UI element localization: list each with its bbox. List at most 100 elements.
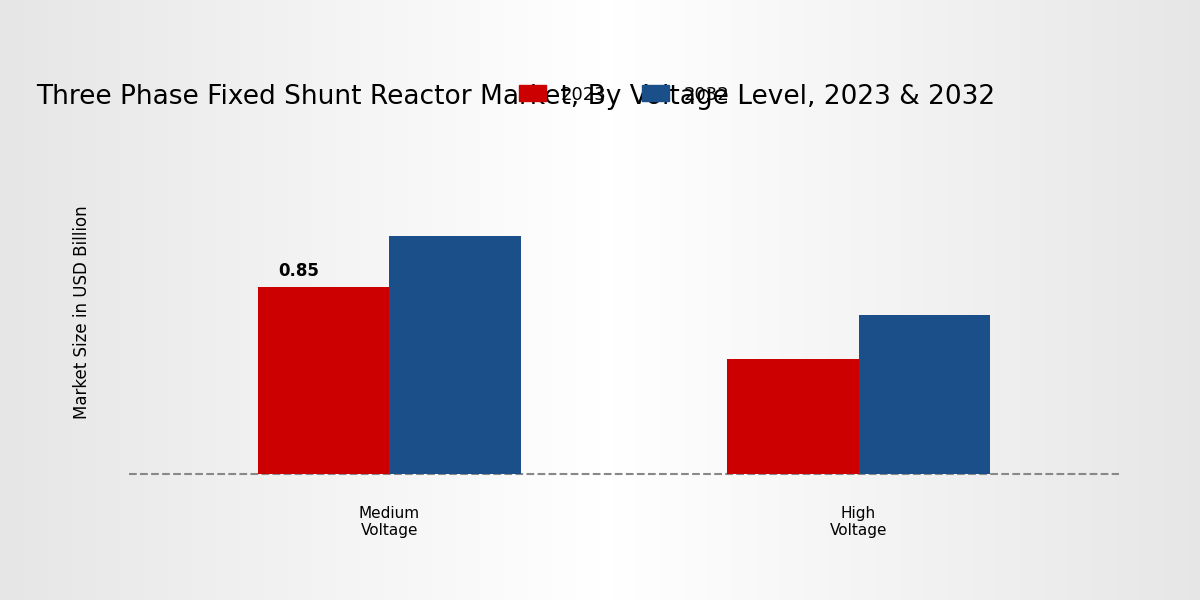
Bar — [96, 0, 108, 600]
Bar — [48, 0, 60, 600]
Bar — [984, 0, 996, 600]
Bar — [864, 0, 876, 600]
Bar — [420, 0, 432, 600]
Bar — [756, 0, 768, 600]
Bar — [828, 0, 840, 600]
Bar — [24, 0, 36, 600]
Bar — [1044, 0, 1056, 600]
Bar — [960, 0, 972, 600]
Bar — [672, 0, 684, 600]
Bar — [858, 316, 990, 475]
Bar — [936, 0, 948, 600]
Bar — [132, 0, 144, 600]
Bar — [948, 0, 960, 600]
Bar — [228, 0, 240, 600]
Bar — [432, 0, 444, 600]
Bar — [792, 0, 804, 600]
Bar — [1080, 0, 1092, 600]
Bar — [60, 0, 72, 600]
Bar — [396, 0, 408, 600]
Bar — [276, 0, 288, 600]
Bar — [540, 0, 552, 600]
Bar — [972, 0, 984, 600]
Bar — [576, 0, 588, 600]
Bar — [1176, 0, 1188, 600]
Text: 0.85: 0.85 — [278, 262, 319, 280]
Bar — [720, 0, 732, 600]
Bar — [336, 0, 348, 600]
Bar — [444, 0, 456, 600]
Bar — [1008, 0, 1020, 600]
Bar — [1188, 0, 1200, 600]
Bar — [1032, 0, 1044, 600]
Bar — [1056, 0, 1068, 600]
Bar — [312, 0, 324, 600]
Bar — [636, 0, 648, 600]
Bar — [588, 0, 600, 600]
Bar — [624, 0, 636, 600]
Bar — [708, 0, 720, 600]
Bar — [408, 0, 420, 600]
Bar — [168, 0, 180, 600]
Bar — [240, 0, 252, 600]
Bar — [1116, 0, 1128, 600]
Bar — [516, 0, 528, 600]
Bar — [372, 0, 384, 600]
Bar — [0, 0, 12, 600]
Bar — [996, 0, 1008, 600]
Bar — [390, 236, 521, 475]
Bar — [684, 0, 696, 600]
Bar — [180, 0, 192, 600]
Bar — [552, 0, 564, 600]
Bar — [1140, 0, 1152, 600]
Bar — [660, 0, 672, 600]
Bar — [36, 0, 48, 600]
Bar — [852, 0, 864, 600]
Bar — [264, 0, 276, 600]
Bar — [804, 0, 816, 600]
Bar — [564, 0, 576, 600]
Bar — [876, 0, 888, 600]
Bar — [696, 0, 708, 600]
Bar — [204, 0, 216, 600]
Bar — [192, 0, 204, 600]
Bar — [1152, 0, 1164, 600]
Bar — [1092, 0, 1104, 600]
Bar — [612, 0, 624, 600]
Bar — [744, 0, 756, 600]
Bar — [768, 0, 780, 600]
Bar — [648, 0, 660, 600]
Bar — [12, 0, 24, 600]
Bar — [144, 0, 156, 600]
Bar — [468, 0, 480, 600]
Bar — [888, 0, 900, 600]
Legend: 2023, 2032: 2023, 2032 — [510, 76, 738, 113]
Bar — [840, 0, 852, 600]
Bar — [216, 0, 228, 600]
Bar — [1020, 0, 1032, 600]
Bar — [252, 0, 264, 600]
Bar — [600, 0, 612, 600]
Bar — [480, 0, 492, 600]
Bar — [780, 0, 792, 600]
Bar — [324, 0, 336, 600]
Text: Three Phase Fixed Shunt Reactor Market, By Voltage Level, 2023 & 2032: Three Phase Fixed Shunt Reactor Market, … — [36, 84, 995, 110]
Bar — [456, 0, 468, 600]
Bar — [1128, 0, 1140, 600]
Bar — [156, 0, 168, 600]
Bar — [348, 0, 360, 600]
Bar — [72, 0, 84, 600]
Bar — [108, 0, 120, 600]
Bar — [1104, 0, 1116, 600]
Bar — [360, 0, 372, 600]
Bar — [816, 0, 828, 600]
Bar — [1164, 0, 1176, 600]
Bar — [84, 0, 96, 600]
Bar — [924, 0, 936, 600]
Bar — [288, 0, 300, 600]
Y-axis label: Market Size in USD Billion: Market Size in USD Billion — [73, 205, 91, 419]
Bar — [912, 0, 924, 600]
Bar — [384, 0, 396, 600]
Bar — [258, 287, 390, 475]
Bar — [120, 0, 132, 600]
